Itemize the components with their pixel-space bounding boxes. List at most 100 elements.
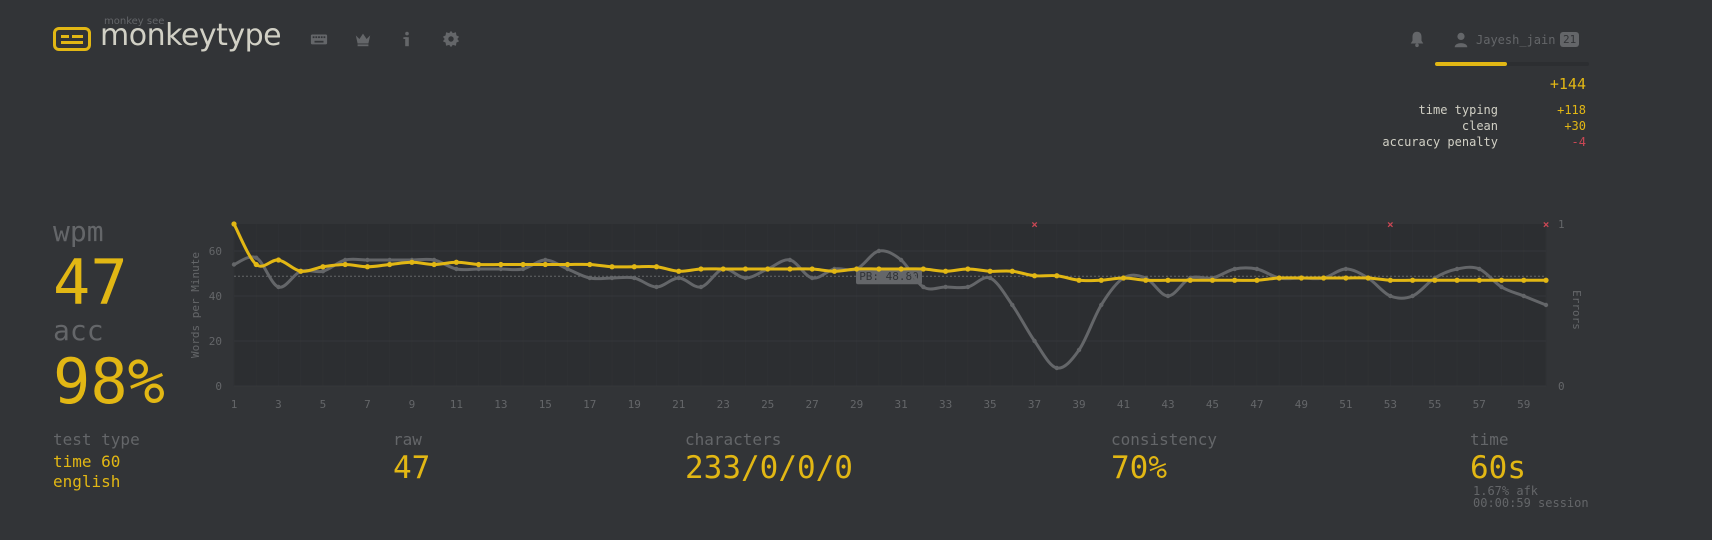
y-tick-label: 40 (209, 290, 222, 303)
wpm-series-point (1076, 277, 1082, 283)
x-tick-label: 47 (1250, 398, 1263, 411)
raw-series-point (898, 257, 904, 263)
wpm-series-point (1543, 277, 1549, 283)
consistency-value[interactable]: 70% (1111, 450, 1167, 486)
user-icon[interactable] (1450, 29, 1472, 51)
session-text: 00:00:59 session (1473, 496, 1589, 510)
xp-label: clean (1461, 119, 1498, 133)
wpm-series-point (1031, 273, 1038, 279)
wpm-series-point (1298, 275, 1304, 281)
wpm-series-point (298, 268, 304, 274)
time-label: time (1470, 430, 1509, 449)
acc-value[interactable]: 98% (53, 345, 165, 418)
wpm-series-point (275, 257, 282, 263)
wpm-value[interactable]: 47 (53, 246, 128, 319)
y2-axis-label: Errors (1570, 290, 1583, 330)
raw-series-point (454, 266, 459, 272)
xp-value: +118 (1557, 103, 1586, 117)
raw-series-point (1076, 347, 1082, 353)
logo-text[interactable]: monkeytype (100, 18, 282, 53)
wpm-series-point (653, 264, 660, 270)
raw-series-point (543, 257, 548, 263)
raw-series-point (476, 266, 481, 272)
logo-icon[interactable] (53, 27, 91, 51)
wpm-series-point (1098, 277, 1104, 283)
raw-series-point (1343, 266, 1349, 272)
gear-icon[interactable] (440, 28, 462, 50)
x-tick-label: 21 (672, 398, 685, 411)
wpm-series-point (1187, 277, 1193, 283)
raw-value[interactable]: 47 (393, 450, 431, 486)
wpm-series-point (742, 266, 749, 272)
characters-value[interactable]: 233/0/0/0 (685, 450, 853, 486)
raw-series-point (320, 269, 326, 274)
raw-series-point (787, 257, 793, 263)
wpm-series-point (564, 261, 571, 268)
xp-progress-fill (1435, 62, 1508, 66)
x-tick-label: 11 (450, 398, 463, 411)
y-tick-label: 20 (209, 335, 222, 348)
raw-series-point (921, 284, 926, 290)
wpm-series-point (1498, 277, 1505, 283)
raw-series-point (987, 275, 993, 281)
test-type-language[interactable]: english (53, 472, 121, 491)
time-value[interactable]: 60s (1470, 450, 1526, 486)
wpm-series-point (831, 268, 838, 274)
raw-series-point (1477, 266, 1482, 272)
logo-tagline: monkey see (104, 16, 165, 27)
x-tick-label: 23 (717, 398, 730, 411)
raw-series-point (809, 275, 815, 281)
bell-icon[interactable] (1406, 28, 1428, 50)
x-tick-label: 19 (628, 398, 641, 411)
wpm-series-point (587, 261, 593, 268)
test-type-mode[interactable]: time 60 (53, 452, 121, 471)
raw-series-point (587, 275, 592, 281)
xp-row-accuracy-penalty: accuracy penalty -4 (1336, 135, 1586, 149)
raw-series-point (565, 266, 570, 272)
x-tick-label: 41 (1117, 398, 1130, 411)
wpm-series-point (520, 261, 526, 268)
wpm-series-point (320, 264, 326, 270)
y2-tick-label: 1 (1558, 218, 1565, 231)
raw-series-point (498, 266, 504, 272)
wpm-series-point (1409, 277, 1416, 283)
raw-series-point (1099, 302, 1104, 308)
raw-series-point (698, 284, 704, 290)
xp-progress-bar (1435, 62, 1589, 66)
raw-series-point (276, 284, 281, 290)
x-tick-label: 37 (1028, 398, 1041, 411)
raw-series-point (654, 284, 659, 290)
wpm-series-point (1343, 275, 1349, 281)
x-tick-label: 51 (1339, 398, 1352, 411)
x-tick-label: 33 (939, 398, 952, 411)
wpm-series-point (364, 264, 371, 270)
wpm-series-point (1120, 275, 1127, 281)
crown-icon[interactable] (352, 28, 374, 50)
x-tick-label: 5 (320, 398, 327, 411)
wpm-series-point (720, 266, 726, 272)
wpm-series-point (1009, 268, 1015, 274)
consistency-label: consistency (1111, 430, 1217, 449)
wpm-series-point (1387, 277, 1393, 283)
info-icon[interactable] (396, 28, 418, 50)
username[interactable]: Jayesh_jain (1476, 33, 1556, 47)
wpm-series-point (876, 266, 882, 272)
raw-series-point (609, 275, 615, 281)
wpm-series-point (1454, 277, 1460, 283)
wpm-series-point (1321, 275, 1327, 281)
x-tick-label: 3 (275, 398, 282, 411)
chart-plot-area (234, 224, 1546, 386)
x-tick-label: 59 (1517, 398, 1530, 411)
raw-series-point (965, 284, 971, 290)
wpm-series-point (609, 264, 615, 270)
keyboard-icon[interactable] (308, 28, 330, 50)
raw-series-point (1232, 266, 1237, 272)
x-tick-label: 17 (583, 398, 596, 411)
afk-text: 1.67% afk (1473, 484, 1539, 498)
wpm-series-point (1365, 275, 1371, 281)
wpm-series-point (453, 259, 459, 265)
wpm-series-point (1432, 277, 1438, 283)
raw-series-point (431, 257, 437, 263)
error-marker: × (1031, 218, 1038, 231)
wpm-series-point (476, 261, 482, 268)
